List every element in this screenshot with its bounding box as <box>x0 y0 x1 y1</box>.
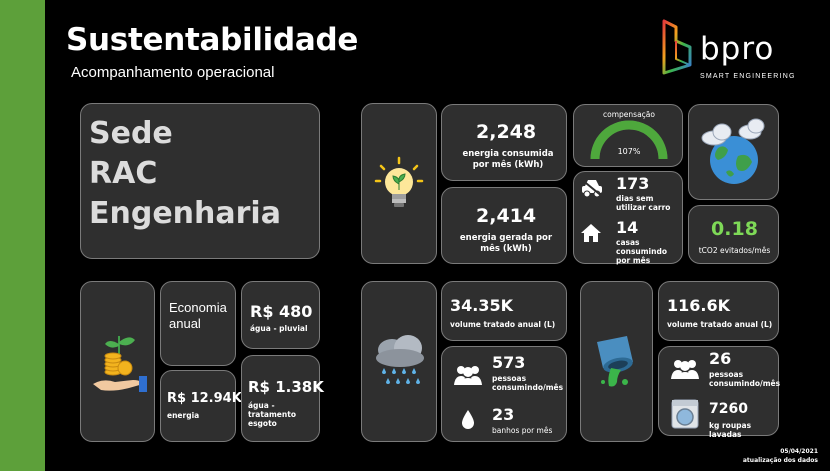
sewage-people-laundry-card: 26 pessoas consumindo/mês 7260 kg roupas… <box>658 346 781 439</box>
site-name-line3: Engenharia <box>89 196 281 231</box>
energy-consumed-card: 2,248 energia consumida por mês (kWh) <box>441 104 567 181</box>
compensation-value: 107% <box>617 147 641 156</box>
energy-consumed-label: energia consumida por mês (kWh) <box>462 149 554 170</box>
pipe-icon <box>597 336 633 387</box>
rain-people-baths-card: 573 pessoas consumindo/mês 23 banhos por… <box>441 346 567 442</box>
sewage-volume-label: volume tratado anual (L) <box>667 320 773 329</box>
logo-tagline: SMART ENGINEERING <box>700 73 796 80</box>
data-update-date: 05/04/2021 atualização dos dados <box>743 447 818 465</box>
site-name-line1: Sede <box>89 116 173 151</box>
economy-icon-card <box>80 281 155 442</box>
rain-baths-value: 23 <box>492 405 515 424</box>
economy-sewage-value: R$ 1.38K <box>248 378 324 396</box>
economy-energy-card: R$ 12.94K energia <box>160 370 242 442</box>
economy-rain-card: R$ 480 água - pluvial <box>241 281 320 349</box>
left-accent-bar <box>0 0 45 471</box>
economy-sewage-label: água - tratamento esgoto <box>248 401 296 428</box>
sewage-people-label: pessoas consumindo/mês <box>709 370 781 388</box>
water-drop-icon <box>462 410 474 429</box>
logo-name: bpro <box>700 31 775 67</box>
rain-icon-card <box>361 281 437 442</box>
money-plant-hand-icon <box>93 336 147 392</box>
co2-label: tCO2 evitados/mês <box>698 246 771 255</box>
rain-volume-label: volume tratado anual (L) <box>450 320 556 329</box>
rain-cloud-icon <box>376 335 424 384</box>
economy-title-card: Economia anual <box>160 281 236 366</box>
house-icon <box>581 224 601 242</box>
data-update-date-label: atualização dos dados <box>742 457 818 464</box>
energy-icon-card <box>361 103 437 264</box>
sewage-laundry-label: kg roupas lavadas <box>709 421 752 439</box>
days-without-car-label: dias sem utilizar carro <box>616 194 671 212</box>
rain-volume-card: 34.35K volume tratado anual (L) <box>441 281 567 341</box>
people-icon <box>671 360 699 379</box>
rain-volume-value: 34.35K <box>450 296 514 315</box>
bpro-logo: bpro SMART ENGINEERING <box>658 17 808 87</box>
site-name: Sede RAC Engenharia <box>89 114 281 234</box>
earth-icon-card <box>688 104 779 200</box>
people-icon <box>454 366 482 385</box>
earth-icon <box>701 118 765 184</box>
houses-label: casas consumindo por mês <box>616 238 667 265</box>
rain-baths-label: banhos por mês <box>492 426 553 435</box>
days-without-car-value: 173 <box>616 174 650 193</box>
economy-energy-label: energia <box>167 411 200 420</box>
page-subtitle: Acompanhamento operacional <box>71 64 275 81</box>
economy-energy-value: R$ 12.94K <box>167 391 242 406</box>
lightbulb-icon <box>374 156 424 207</box>
car-houses-card: 173 dias sem utilizar carro 14 casas con… <box>573 171 683 265</box>
energy-consumed-value: 2,248 <box>476 121 537 143</box>
sewage-volume-value: 116.6K <box>667 296 731 315</box>
bpro-logo-mark-icon <box>662 19 692 75</box>
houses-value: 14 <box>616 218 639 237</box>
economy-sewage-card: R$ 1.38K água - tratamento esgoto <box>241 355 324 442</box>
compensation-gauge <box>590 120 668 160</box>
washing-machine-icon <box>671 399 699 429</box>
economy-rain-label: água - pluvial <box>250 324 308 333</box>
sewage-icon-card <box>580 281 653 442</box>
energy-generated-card: 2,414 energia gerada por mês (kWh) <box>441 187 567 264</box>
sewage-laundry-value: 7260 <box>709 401 748 417</box>
sewage-volume-card: 116.6K volume tratado anual (L) <box>658 281 779 341</box>
data-update-date-value: 05/04/2021 <box>780 448 818 455</box>
compensation-title: compensação <box>603 110 655 119</box>
site-card: Sede RAC Engenharia <box>80 103 320 259</box>
compensation-gauge-card: compensação 107% <box>573 104 683 167</box>
page-title: Sustentabilidade <box>66 22 359 58</box>
economy-title: Economia anual <box>169 300 227 331</box>
energy-generated-value: 2,414 <box>476 205 537 227</box>
co2-value: 0.18 <box>711 218 758 240</box>
sewage-people-value: 26 <box>709 349 732 368</box>
rain-people-value: 573 <box>492 353 526 372</box>
economy-rain-value: R$ 480 <box>250 302 313 321</box>
co2-card: 0.18 tCO2 evitados/mês <box>688 205 779 264</box>
energy-generated-label: energia gerada por mês (kWh) <box>459 233 553 254</box>
car-icon <box>580 178 604 198</box>
site-name-line2: RAC <box>89 156 158 191</box>
rain-people-label: pessoas consumindo/mês <box>492 374 564 392</box>
